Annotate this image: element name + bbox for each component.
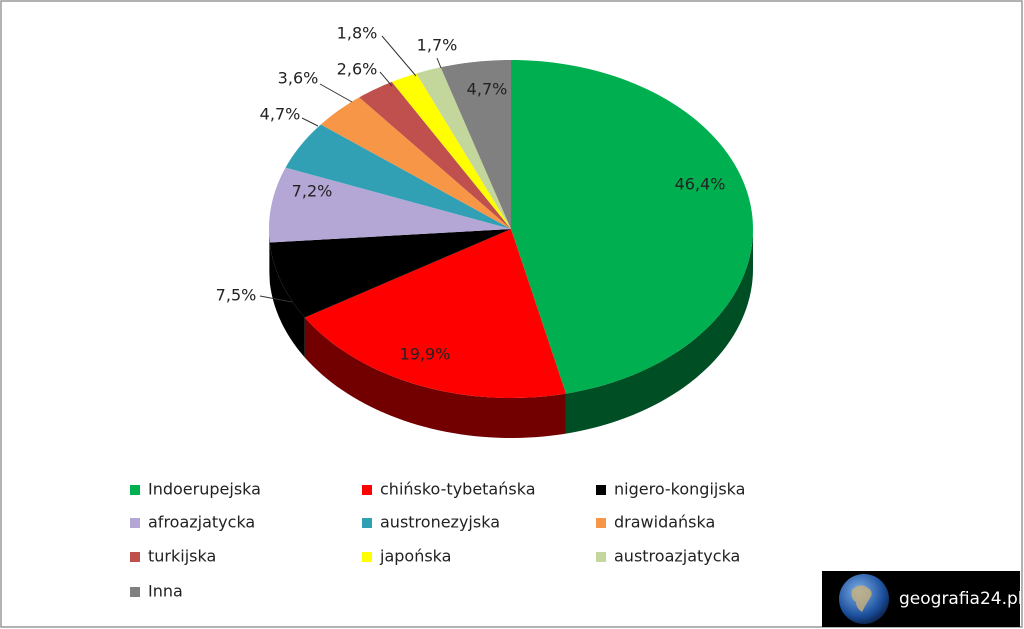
slice-side	[269, 229, 270, 283]
leader-line	[436, 57, 442, 69]
data-label: 7,5%	[216, 286, 257, 305]
legend-marker	[362, 518, 372, 528]
data-label: 1,7%	[417, 36, 458, 55]
slice	[320, 97, 511, 230]
data-label: 1,8%	[337, 24, 378, 43]
leader-line	[259, 295, 293, 303]
data-label: 2,6%	[337, 60, 378, 79]
slice-side	[304, 317, 566, 438]
legend-marker	[596, 518, 606, 528]
legend-label: afroazjatycka	[148, 513, 255, 532]
legend-marker	[596, 552, 606, 562]
slice	[269, 229, 511, 318]
slice	[304, 229, 566, 398]
data-label: 7,2%	[292, 182, 333, 201]
legend-label: chińsko-tybetańska	[380, 480, 536, 499]
legend-marker	[130, 552, 140, 562]
slice-side	[565, 229, 753, 434]
data-label: 46,4%	[675, 175, 726, 194]
slice	[440, 60, 511, 229]
legend: Indoerupejska chińsko-tybetańska nigero-ko…	[130, 480, 745, 601]
pie	[269, 60, 753, 438]
leader-line	[301, 117, 319, 127]
leader-line	[319, 83, 353, 103]
legend-label: Inna	[148, 582, 183, 601]
slice	[416, 67, 511, 229]
slice	[359, 81, 511, 229]
legend-marker	[362, 552, 372, 562]
watermark-text: geografia24.pl	[899, 589, 1023, 609]
watermark-box: geografia24.pl	[822, 571, 1023, 627]
slice	[511, 60, 753, 394]
legend-marker	[130, 485, 140, 495]
slice-side	[269, 242, 305, 358]
data-label: 4,7%	[467, 80, 508, 99]
legend-label: turkijska	[148, 547, 216, 566]
legend-marker	[130, 587, 140, 597]
legend-label: austronezyjska	[380, 513, 500, 532]
legend-marker	[130, 518, 140, 528]
data-label: 4,7%	[260, 105, 301, 124]
legend-label: drawidańska	[614, 513, 715, 532]
legend-marker	[362, 485, 372, 495]
leader-line	[379, 71, 393, 87]
labels: 46,4% 19,9% 7,5% 7,2% 4,7% 3,6% 2,6% 1,8% 1,7% 4,…	[216, 24, 726, 364]
data-label: 19,9%	[400, 345, 451, 364]
legend-label: austroazjatycka	[614, 547, 740, 566]
legend-label: Indoerupejska	[148, 480, 261, 499]
leader-line	[381, 35, 417, 77]
slice	[391, 73, 511, 230]
globe-land	[851, 585, 872, 612]
legend-label: nigero-kongijska	[614, 480, 745, 499]
legend-label: japońska	[379, 547, 451, 566]
slice	[269, 167, 511, 243]
slice	[285, 124, 511, 229]
legend-marker	[596, 485, 606, 495]
data-label: 3,6%	[278, 69, 319, 88]
